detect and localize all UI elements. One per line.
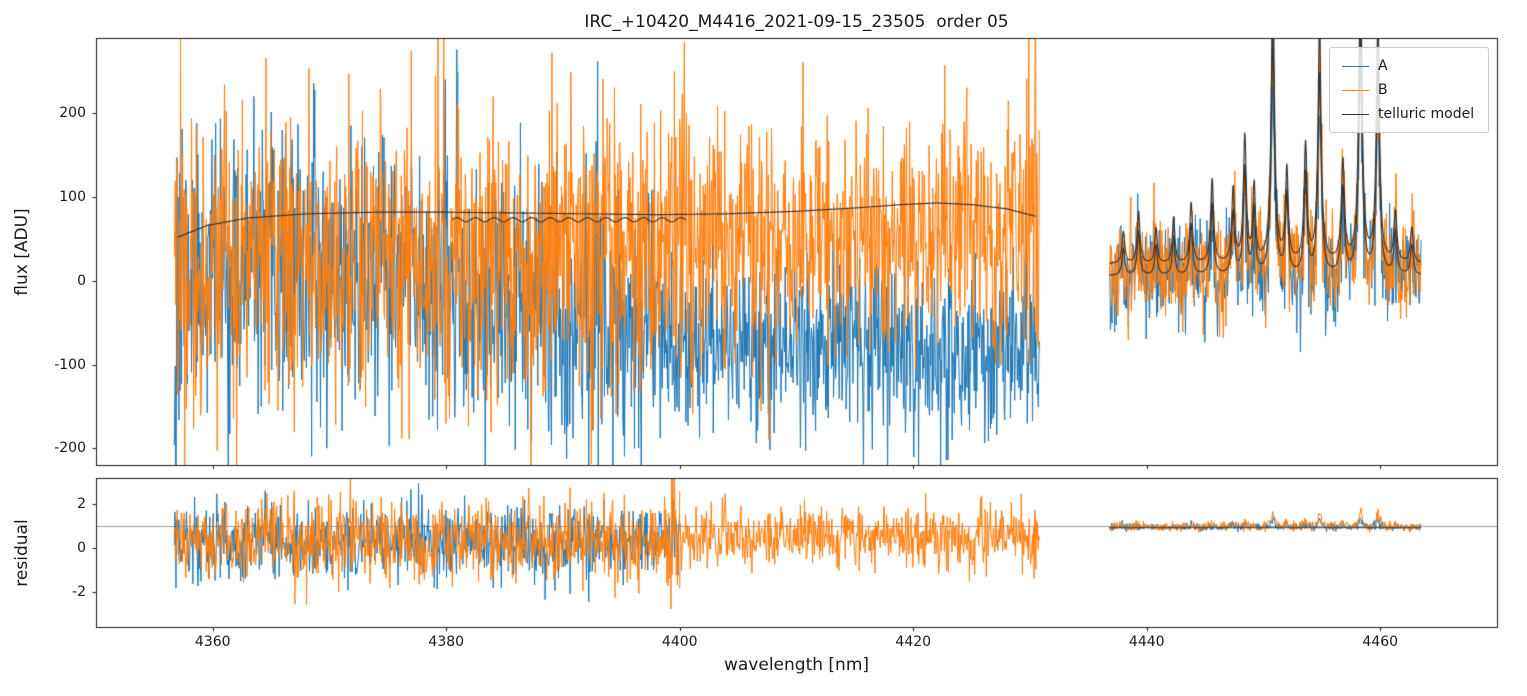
legend-item-a: A xyxy=(1342,54,1476,78)
y-tick-label-flux: -100 xyxy=(54,356,86,373)
y-tick-label-residual: 2 xyxy=(77,496,86,513)
y-tick-label-residual: -2 xyxy=(72,583,86,600)
chart-title: IRC_+10420_M4416_2021-09-15_23505 order … xyxy=(584,12,1009,32)
x-tick-label: 4360 xyxy=(194,634,231,650)
legend-line-swatch xyxy=(1342,65,1369,67)
x-tick-label: 4460 xyxy=(1362,634,1399,650)
legend-item-telluric-model: telluric model xyxy=(1342,102,1476,126)
y-tick-label-flux: 200 xyxy=(59,105,86,122)
x-tick-label: 4420 xyxy=(895,634,932,650)
legend-item-b: B xyxy=(1342,78,1476,102)
x-axis-label: wavelength [nm] xyxy=(723,655,870,675)
legend-line-swatch xyxy=(1342,89,1369,91)
y-tick-label-flux: 100 xyxy=(59,189,86,206)
x-tick-label: 4380 xyxy=(428,634,465,650)
y-tick-label-flux: 0 xyxy=(77,272,86,289)
x-tick-label: 4440 xyxy=(1128,634,1165,650)
y-tick-label-flux: -200 xyxy=(54,440,86,457)
legend-line-swatch xyxy=(1342,113,1369,115)
x-tick-label: 4400 xyxy=(661,634,698,650)
y-tick-label-residual: 0 xyxy=(77,540,86,557)
legend-label: A xyxy=(1378,58,1388,74)
legend-label: telluric model xyxy=(1378,106,1475,122)
legend-label: B xyxy=(1378,82,1388,98)
